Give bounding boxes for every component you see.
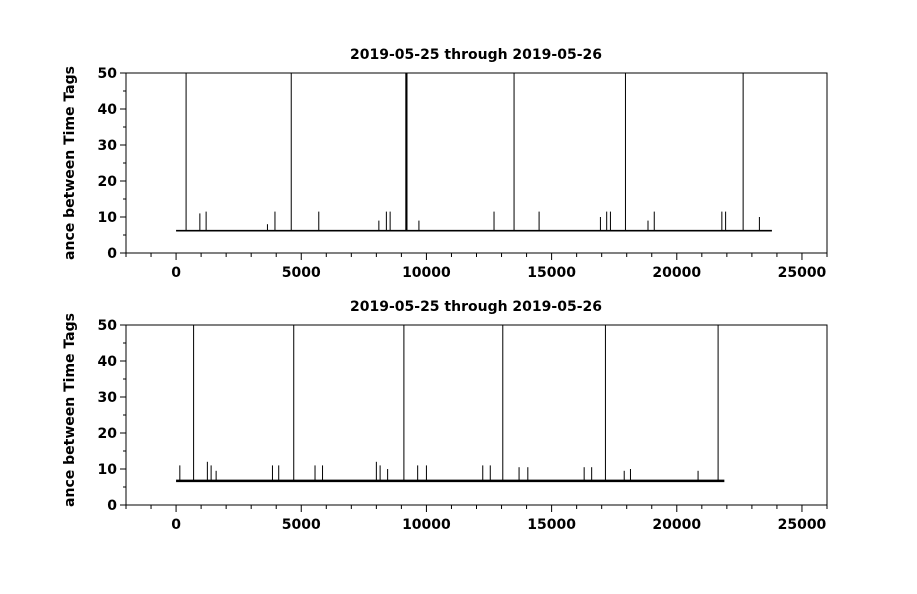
y-tick-label: 50 [98, 66, 118, 82]
x-tick-label: 10000 [402, 265, 451, 281]
top-chart-ylabel: ance between Time Tags [62, 66, 78, 260]
x-tick-label: 10000 [402, 517, 451, 533]
y-tick-label: 10 [98, 462, 118, 478]
x-tick-label: 0 [171, 265, 181, 281]
y-tick-label: 40 [98, 102, 118, 118]
y-tick-label: 10 [98, 210, 118, 226]
plot-frame [125, 324, 828, 506]
x-tick-label: 20000 [652, 265, 701, 281]
bottom-chart-panel: 2019-05-25 through 2019-05-26 ance betwe… [62, 299, 828, 533]
y-tick-label: 0 [107, 498, 117, 514]
x-tick-label: 5000 [282, 517, 321, 533]
bottom-chart-ylabel: ance between Time Tags [62, 313, 78, 507]
y-tick-label: 30 [98, 390, 118, 406]
data-series [176, 325, 725, 483]
top-chart-panel: 2019-05-25 through 2019-05-26 ance betwe… [62, 47, 828, 281]
x-tick-label: 20000 [652, 517, 701, 533]
y-tick-label: 50 [98, 318, 118, 334]
y-tick-label: 20 [98, 426, 118, 442]
x-tick-label: 25000 [778, 517, 827, 533]
x-tick-label: 0 [171, 517, 181, 533]
y-tick-label: 30 [98, 138, 118, 154]
x-tick-label: 15000 [527, 265, 576, 281]
top-chart-title: 2019-05-25 through 2019-05-26 [350, 47, 602, 63]
bottom-chart-title: 2019-05-25 through 2019-05-26 [350, 299, 602, 315]
y-tick-label: 20 [98, 174, 118, 190]
y-tick-label: 0 [107, 246, 117, 262]
x-tick-label: 25000 [778, 265, 827, 281]
x-tick-label: 15000 [527, 517, 576, 533]
y-tick-label: 40 [98, 354, 118, 370]
x-tick-label: 5000 [282, 265, 321, 281]
data-series [176, 73, 772, 232]
